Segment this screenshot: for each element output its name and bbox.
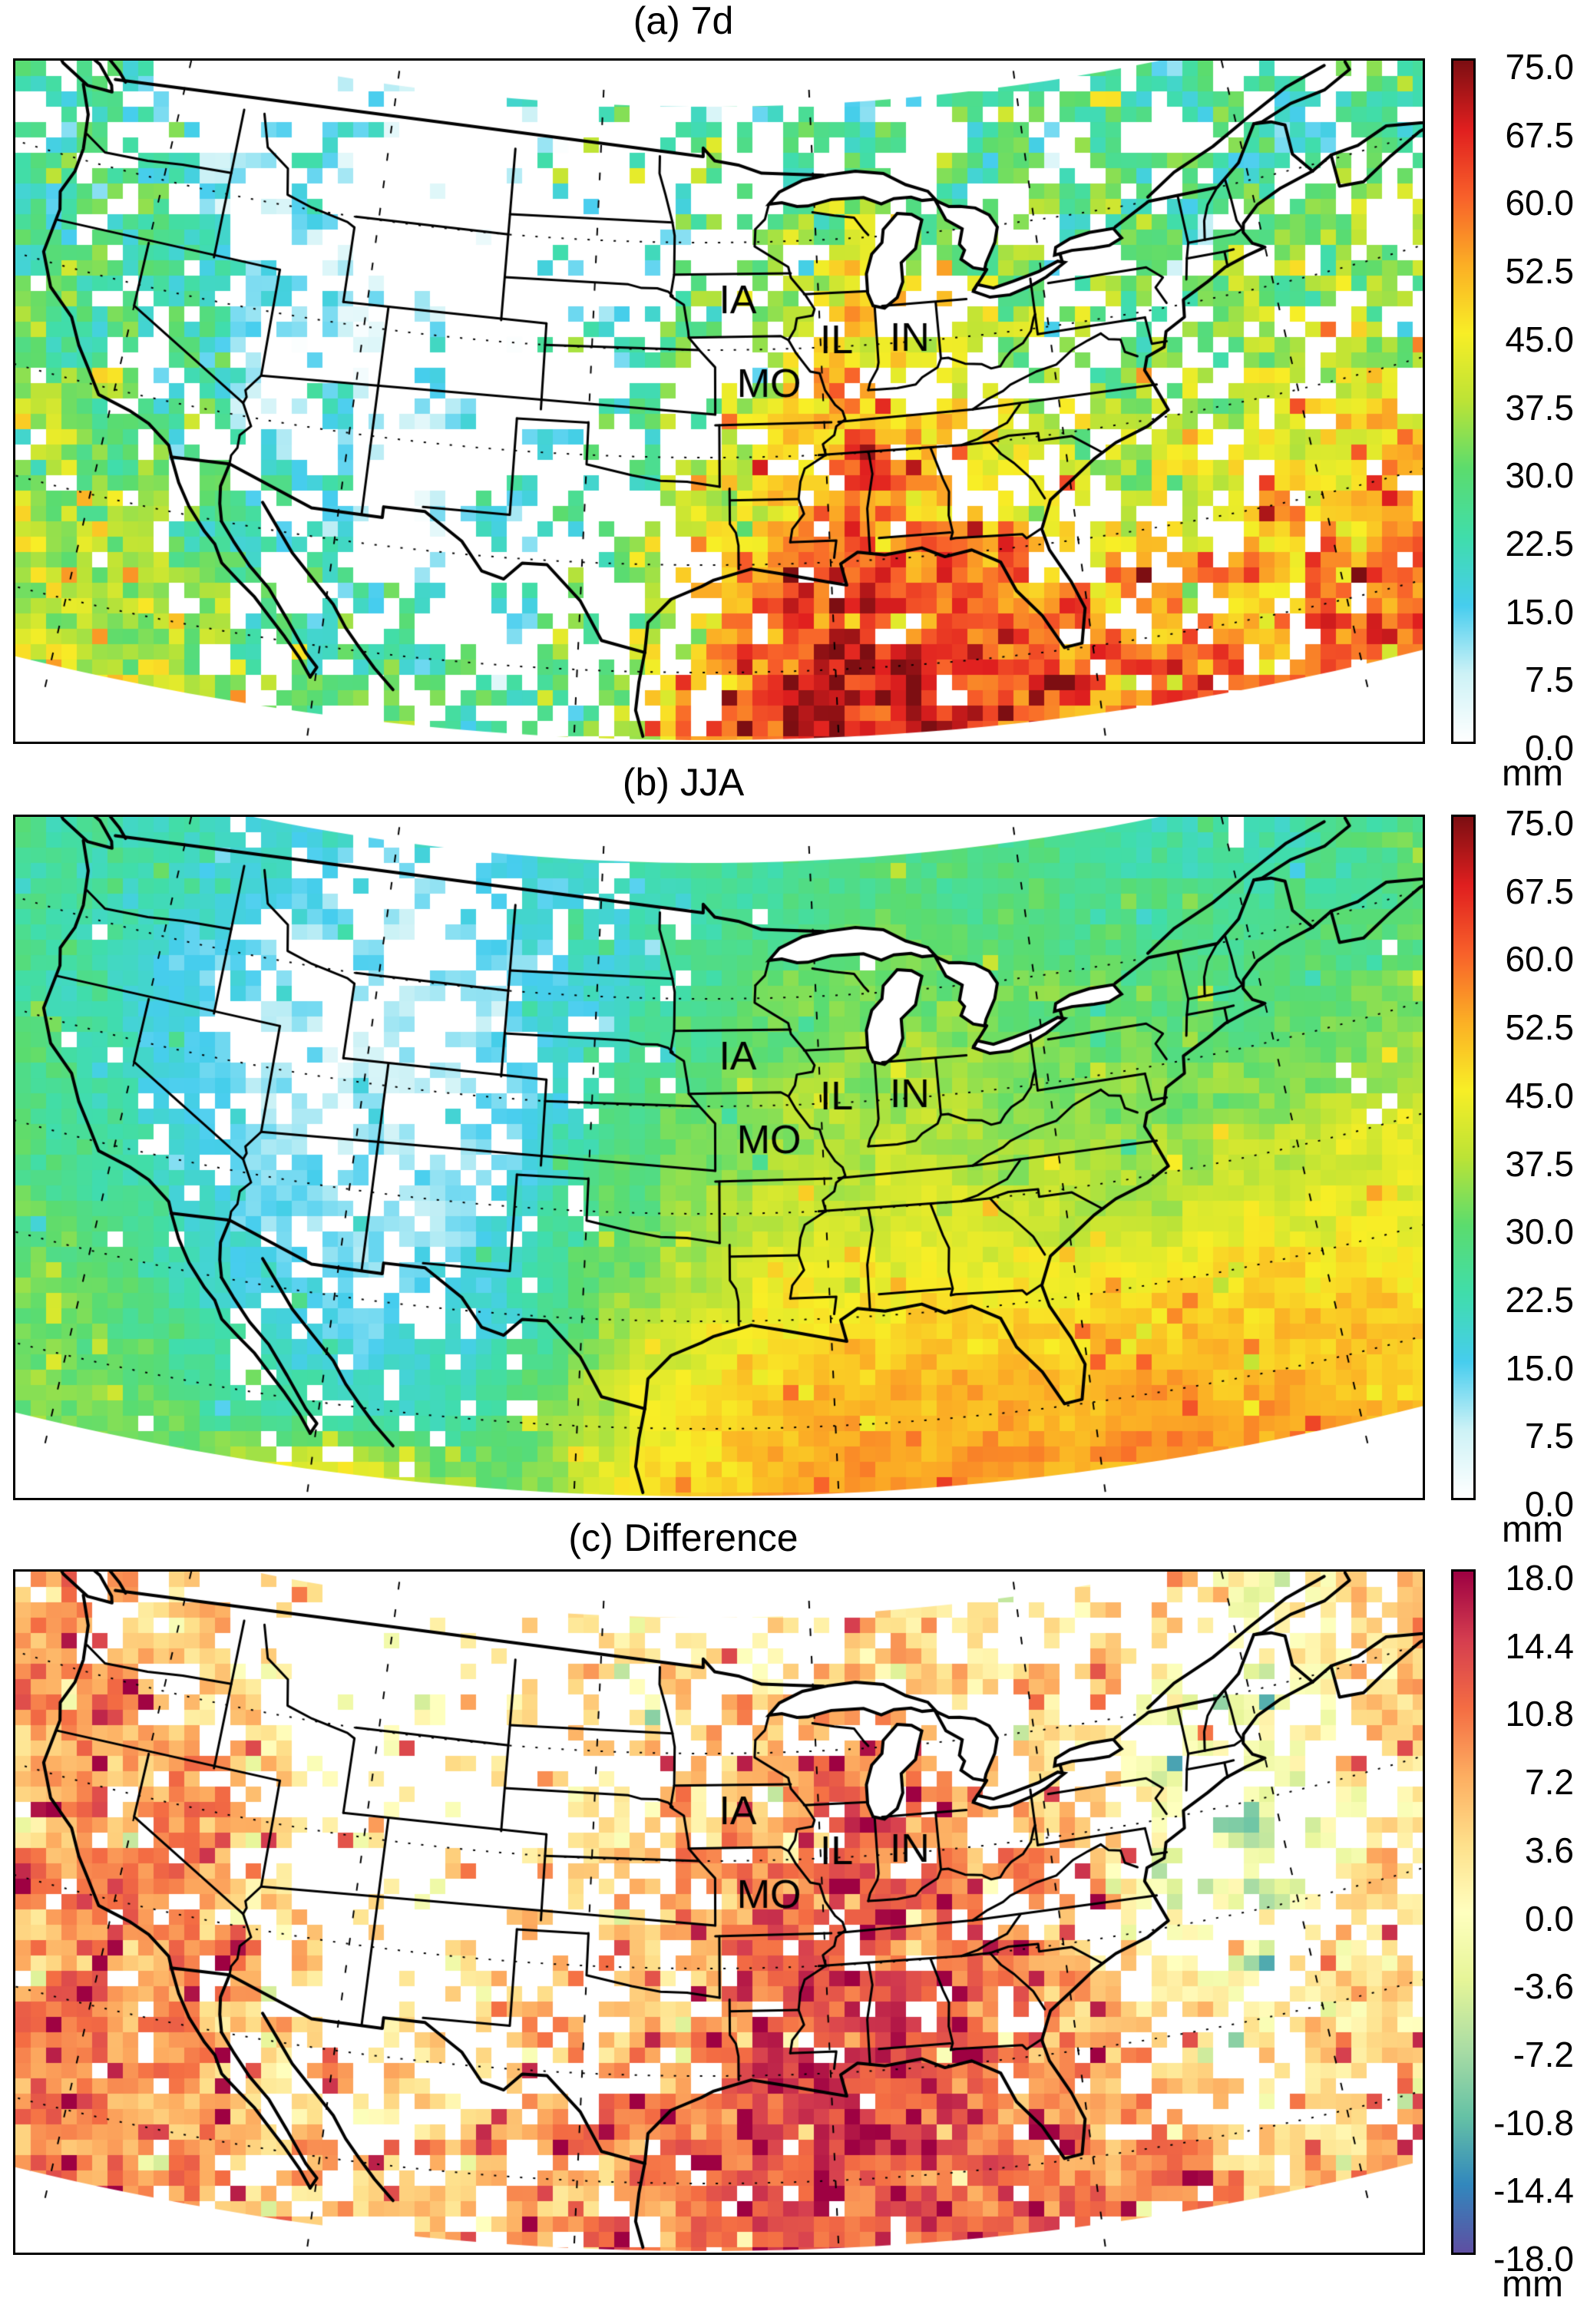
panel-c-map [13,1569,1425,2255]
colorbar-tick-label: 18.0 [1505,1558,1574,1598]
colorbar-tick-label: 67.5 [1505,871,1574,911]
colorbar-tick-label: 7.2 [1525,1762,1574,1803]
colorbar-tick-label: 37.5 [1505,387,1574,428]
colorbar-tick-label: 52.5 [1505,1007,1574,1048]
colorbar-tick-label: 30.0 [1505,455,1574,496]
colorbar-tick-label: 52.5 [1505,251,1574,292]
panel-c-title: (c) Difference [568,1516,798,1559]
colorbar-unit-label: mm [1502,1509,1563,1550]
colorbar-tick-label: 22.5 [1505,523,1574,564]
colorbar-tick-label: 15.0 [1505,591,1574,632]
map-canvas-a [15,61,1423,742]
colorbar-unit-label: mm [1502,753,1563,794]
colorbar-tick-label: 15.0 [1505,1347,1574,1388]
panel-a-map [13,58,1425,744]
colorbar-tick-label: 10.8 [1505,1694,1574,1734]
colorbar-tick-label: 75.0 [1505,47,1574,87]
colorbar-canvas-c [1453,1572,1473,2253]
map-canvas-b [15,817,1423,1498]
colorbar-tick-label: 0.0 [1525,1898,1574,1939]
colorbar-tick-label: 7.5 [1525,1416,1574,1456]
colorbar-unit-label: mm [1502,2264,1563,2305]
panel-b-colorbar [1451,815,1476,1500]
colorbar-canvas-b [1453,817,1473,1498]
panel-a-title: (a) 7d [633,0,734,42]
colorbar-tick-label: -3.6 [1513,1966,1574,2007]
colorbar-tick-label: -10.8 [1493,2102,1574,2143]
colorbar-tick-label: 75.0 [1505,803,1574,843]
colorbar-tick-label: 0.0 [1525,728,1574,768]
colorbar-tick-label: -18.0 [1493,2239,1574,2279]
colorbar-tick-label: 37.5 [1505,1143,1574,1184]
panel-b-title: (b) JJA [622,761,745,804]
colorbar-tick-label: 67.5 [1505,114,1574,155]
panel-b-map [13,815,1425,1500]
colorbar-tick-label: 60.0 [1505,939,1574,980]
colorbar-canvas-a [1453,61,1473,742]
colorbar-tick-label: 22.5 [1505,1279,1574,1320]
colorbar-tick-label: -14.4 [1493,2170,1574,2211]
colorbar-tick-label: -7.2 [1513,2034,1574,2074]
panel-a-colorbar [1451,58,1476,744]
colorbar-tick-label: 7.5 [1525,660,1574,700]
colorbar-tick-label: 45.0 [1505,319,1574,359]
colorbar-tick-label: 30.0 [1505,1212,1574,1252]
colorbar-tick-label: 14.4 [1505,1625,1574,1666]
colorbar-tick-label: 45.0 [1505,1075,1574,1116]
colorbar-tick-label: 0.0 [1525,1484,1574,1524]
map-canvas-c [15,1572,1423,2253]
colorbar-tick-label: 3.6 [1525,1830,1574,1870]
panel-c-colorbar [1451,1569,1476,2255]
colorbar-tick-label: 60.0 [1505,183,1574,223]
